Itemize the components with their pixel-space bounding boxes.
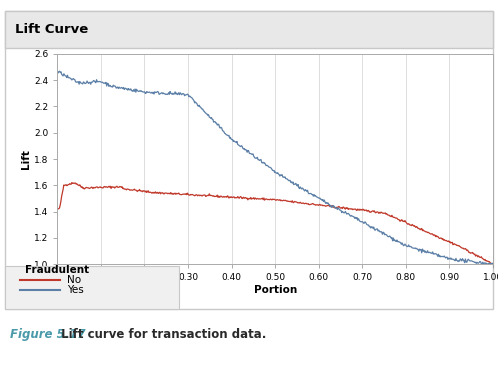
X-axis label: Portion: Portion [253, 285, 297, 295]
Text: No: No [67, 275, 81, 285]
Text: Figure 5.17: Figure 5.17 [10, 328, 86, 341]
Y-axis label: Lift: Lift [21, 149, 31, 169]
Text: Lift curve for transaction data.: Lift curve for transaction data. [57, 328, 266, 341]
Text: Lift Curve: Lift Curve [15, 23, 88, 36]
Text: Yes: Yes [67, 285, 84, 295]
Text: Fraudulent: Fraudulent [25, 265, 89, 275]
